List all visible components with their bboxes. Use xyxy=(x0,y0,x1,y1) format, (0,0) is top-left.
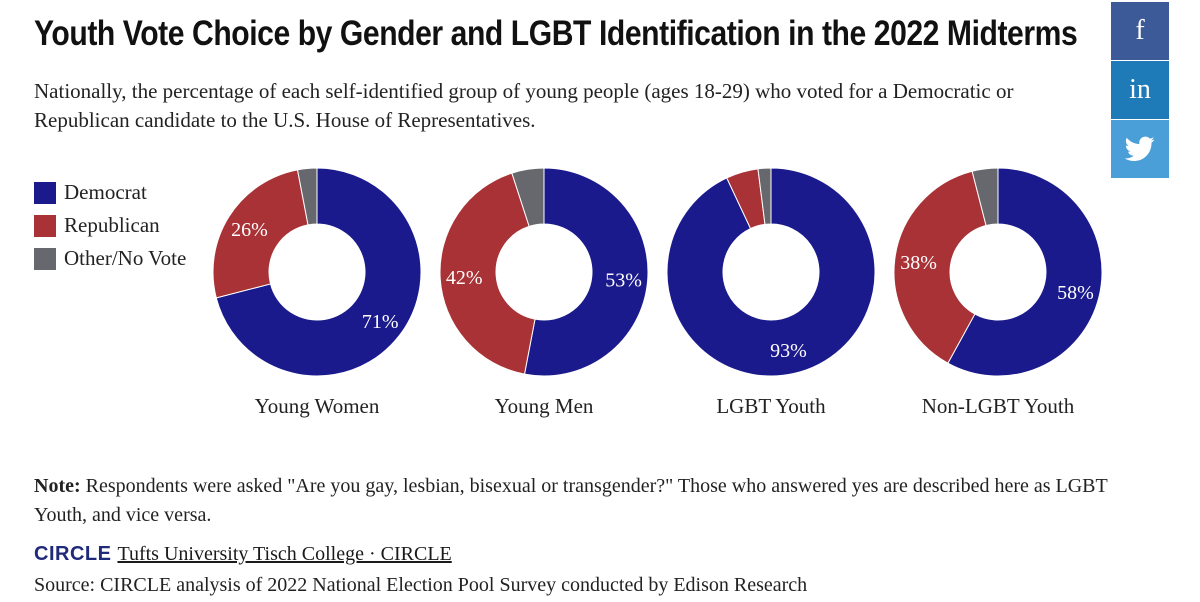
slice-non-lgbt-youth-democrat xyxy=(947,167,1103,377)
chart-category-label: Non-LGBT Youth xyxy=(921,394,1075,418)
legend-item-other: Other/No Vote xyxy=(34,242,186,275)
source-text: Source: CIRCLE analysis of 2022 National… xyxy=(34,574,808,596)
data-label-non-lgbt-youth-democrat: 58% xyxy=(1057,282,1094,304)
chart-subtitle: Nationally, the percentage of each self-… xyxy=(34,79,1014,132)
credit-link[interactable]: Tufts University Tisch College · CIRCLE xyxy=(117,543,452,565)
chart-category-label: Young Men xyxy=(494,394,594,418)
legend-swatch-democrat xyxy=(34,181,56,204)
slice-lgbt-youth-other-no-vote xyxy=(757,167,772,225)
slice-lgbt-youth-democrat xyxy=(666,167,876,377)
data-label-lgbt-youth-democrat: 93% xyxy=(770,340,807,362)
twitter-bird-icon xyxy=(1125,136,1155,161)
chart-category-label: Young Women xyxy=(254,394,380,418)
slice-young-men-democrat xyxy=(523,167,649,377)
legend-label: Other/No Vote xyxy=(64,246,187,270)
twitter-share-button[interactable] xyxy=(1111,120,1169,178)
data-label-young-women-democrat: 71% xyxy=(362,311,399,333)
data-label-non-lgbt-youth-republican: 38% xyxy=(900,252,937,274)
note-text: Respondents were asked "Are you gay, les… xyxy=(34,475,1108,526)
slice-young-women-republican xyxy=(212,169,309,299)
data-label-young-women-republican: 26% xyxy=(231,219,268,241)
facebook-icon: f xyxy=(1135,15,1145,46)
chart-title: Youth Vote Choice by Gender and LGBT Ide… xyxy=(34,14,1078,53)
linkedin-icon: in xyxy=(1129,74,1151,105)
slice-young-men-other-no-vote xyxy=(511,167,545,227)
credit-line: CIRCLE Tufts University Tisch College · … xyxy=(34,543,452,566)
slice-non-lgbt-youth-other-no-vote xyxy=(971,167,999,227)
slice-young-men-republican xyxy=(439,172,536,375)
facebook-share-button[interactable]: f xyxy=(1111,2,1169,60)
legend-swatch-other xyxy=(34,247,56,270)
slice-young-women-other-no-vote xyxy=(296,167,318,226)
legend-item-democrat: Democrat xyxy=(34,176,186,209)
legend-swatch-republican xyxy=(34,214,56,237)
chart-category-label: LGBT Youth xyxy=(716,394,826,418)
share-bar: f in xyxy=(1111,2,1169,178)
data-label-young-men-democrat: 53% xyxy=(605,270,642,292)
linkedin-share-button[interactable]: in xyxy=(1111,61,1169,119)
chart-legend: Democrat Republican Other/No Vote xyxy=(34,176,186,275)
legend-label: Democrat xyxy=(64,180,147,204)
data-label-young-men-republican: 42% xyxy=(446,267,483,289)
chart-note: Note: Respondents were asked "Are you ga… xyxy=(34,472,1164,530)
legend-label: Republican xyxy=(64,213,160,237)
note-label: Note: xyxy=(34,475,81,497)
circle-logo: CIRCLE xyxy=(34,543,112,565)
slice-non-lgbt-youth-republican xyxy=(893,170,987,364)
legend-item-republican: Republican xyxy=(34,209,186,242)
slice-young-women-democrat xyxy=(215,167,422,377)
